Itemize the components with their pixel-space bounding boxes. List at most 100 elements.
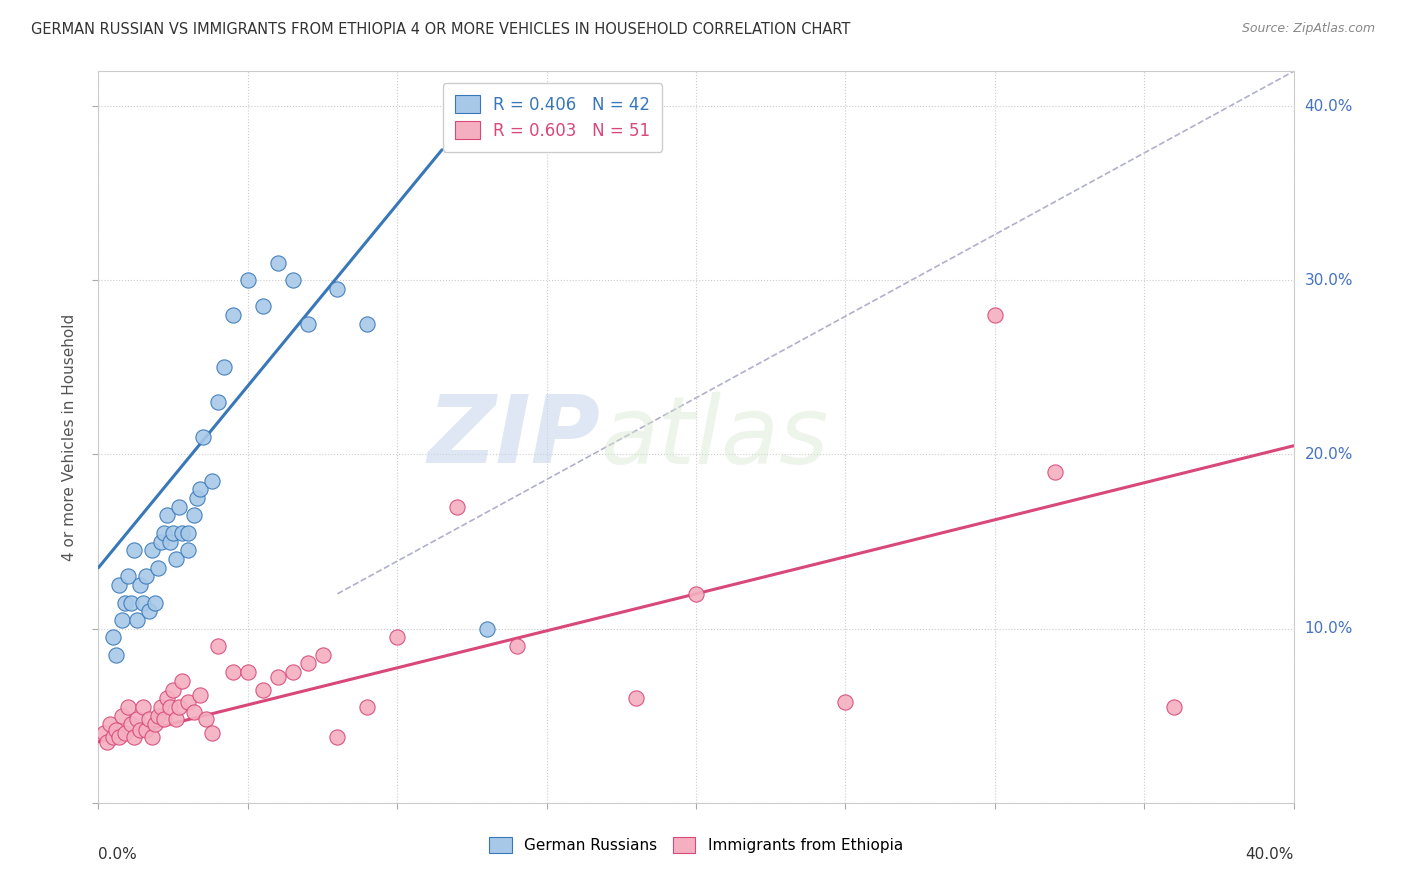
Point xyxy=(834,695,856,709)
Point xyxy=(506,639,529,653)
Point xyxy=(207,395,229,409)
Point xyxy=(143,595,166,609)
Point xyxy=(127,613,149,627)
Point xyxy=(114,726,136,740)
Point xyxy=(103,631,125,645)
Point xyxy=(297,657,319,671)
Point xyxy=(356,317,378,331)
Text: ZIP: ZIP xyxy=(427,391,600,483)
Point xyxy=(326,282,349,296)
Point xyxy=(132,700,155,714)
Point xyxy=(236,665,259,680)
Point xyxy=(111,613,134,627)
Point xyxy=(120,595,142,609)
Point xyxy=(111,708,134,723)
Point xyxy=(167,500,190,514)
Point xyxy=(141,543,163,558)
Point xyxy=(281,273,304,287)
Point xyxy=(138,712,160,726)
Point xyxy=(143,717,166,731)
Point xyxy=(148,560,170,574)
Point xyxy=(165,712,187,726)
Point xyxy=(141,730,163,744)
Point xyxy=(446,500,468,514)
Point xyxy=(153,712,176,726)
Point xyxy=(685,587,707,601)
Point xyxy=(222,665,245,680)
Point xyxy=(626,691,648,706)
Text: 10.0%: 10.0% xyxy=(1305,621,1353,636)
Point xyxy=(177,543,200,558)
Point xyxy=(207,639,229,653)
Point xyxy=(311,648,333,662)
Point xyxy=(153,525,176,540)
Point xyxy=(167,700,190,714)
Text: atlas: atlas xyxy=(600,392,828,483)
Point xyxy=(297,317,319,331)
Point xyxy=(108,578,131,592)
Point xyxy=(172,525,194,540)
Point xyxy=(984,308,1007,322)
Point xyxy=(183,705,205,719)
Point xyxy=(120,717,142,731)
Point xyxy=(267,256,290,270)
Text: GERMAN RUSSIAN VS IMMIGRANTS FROM ETHIOPIA 4 OR MORE VEHICLES IN HOUSEHOLD CORRE: GERMAN RUSSIAN VS IMMIGRANTS FROM ETHIOP… xyxy=(31,22,851,37)
Point xyxy=(385,631,409,645)
Point xyxy=(124,543,146,558)
Point xyxy=(201,474,224,488)
Point xyxy=(162,525,184,540)
Legend: German Russians, Immigrants from Ethiopia: German Russians, Immigrants from Ethiopi… xyxy=(481,829,911,861)
Point xyxy=(188,688,211,702)
Text: 20.0%: 20.0% xyxy=(1305,447,1353,462)
Point xyxy=(150,534,173,549)
Point xyxy=(1163,700,1185,714)
Point xyxy=(186,491,208,505)
Point xyxy=(108,730,131,744)
Point xyxy=(252,682,274,697)
Point xyxy=(212,360,235,375)
Point xyxy=(475,622,498,636)
Point xyxy=(105,723,128,737)
Point xyxy=(159,534,181,549)
Text: 0.0%: 0.0% xyxy=(98,847,138,862)
Point xyxy=(105,648,128,662)
Point xyxy=(267,670,290,684)
Point xyxy=(177,525,200,540)
Y-axis label: 4 or more Vehicles in Household: 4 or more Vehicles in Household xyxy=(62,313,77,561)
Point xyxy=(93,726,115,740)
Point xyxy=(281,665,304,680)
Point xyxy=(162,682,184,697)
Point xyxy=(150,700,173,714)
Point xyxy=(135,723,157,737)
Point xyxy=(127,712,149,726)
Point xyxy=(356,700,378,714)
Point xyxy=(114,595,136,609)
Point xyxy=(138,604,160,618)
Point xyxy=(201,726,224,740)
Point xyxy=(177,695,200,709)
Point xyxy=(124,730,146,744)
Point xyxy=(117,569,139,583)
Point xyxy=(191,430,214,444)
Point xyxy=(165,552,187,566)
Point xyxy=(188,483,211,497)
Point xyxy=(183,508,205,523)
Point xyxy=(1043,465,1066,479)
Point xyxy=(135,569,157,583)
Point xyxy=(159,700,181,714)
Point xyxy=(148,708,170,723)
Text: 40.0%: 40.0% xyxy=(1246,847,1294,862)
Text: 40.0%: 40.0% xyxy=(1305,99,1353,113)
Point xyxy=(96,735,118,749)
Point xyxy=(156,508,179,523)
Point xyxy=(326,730,349,744)
Point xyxy=(195,712,218,726)
Point xyxy=(117,700,139,714)
Point xyxy=(252,300,274,314)
Text: Source: ZipAtlas.com: Source: ZipAtlas.com xyxy=(1241,22,1375,36)
Point xyxy=(222,308,245,322)
Point xyxy=(98,717,122,731)
Point xyxy=(236,273,259,287)
Point xyxy=(132,595,155,609)
Point xyxy=(156,691,179,706)
